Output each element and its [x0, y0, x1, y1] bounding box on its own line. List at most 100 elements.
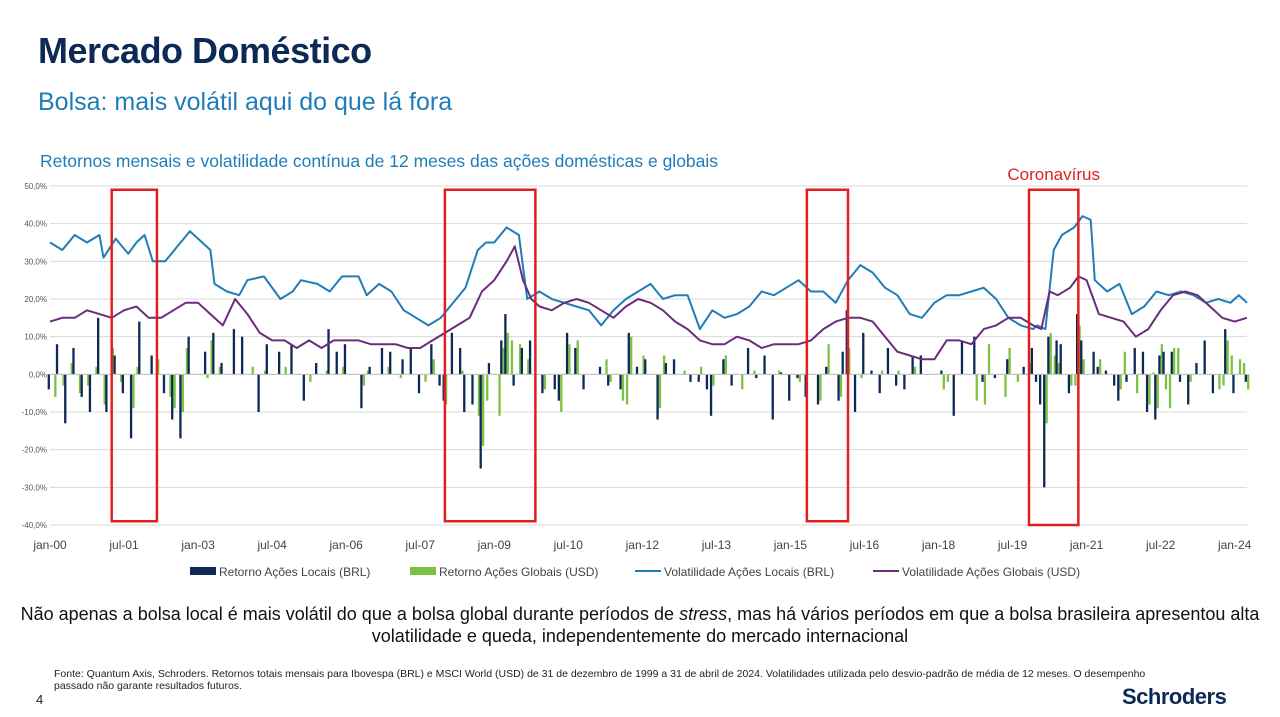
global-return-bar — [942, 374, 945, 390]
global-return-bar — [683, 370, 686, 375]
global-return-bar — [325, 370, 328, 375]
global-return-bar — [218, 366, 221, 375]
global-return-bar — [983, 374, 987, 405]
global-volatility-line — [49, 245, 1248, 361]
global-return-bar — [1123, 351, 1126, 375]
x-tick-label: jul-10 — [553, 538, 584, 552]
local-return-bar — [973, 336, 976, 375]
coronavirus-annotation: Coronavírus — [1007, 165, 1100, 184]
local-return-bar — [574, 347, 577, 375]
global-return-bar — [432, 359, 435, 375]
legend-swatch — [190, 567, 216, 575]
global-return-bar — [625, 374, 629, 405]
global-return-bar — [1049, 332, 1052, 375]
local-return-bar — [952, 374, 955, 416]
global-return-bar — [576, 340, 579, 375]
local-return-bar — [240, 336, 244, 375]
y-tick-label: -20,0% — [22, 446, 47, 455]
footnote-emphasis: stress — [679, 604, 728, 624]
legend-label: Retorno Ações Locais (BRL) — [219, 565, 370, 579]
local-return-bar — [278, 351, 281, 375]
global-return-bar — [366, 370, 370, 375]
global-return-bar — [798, 374, 801, 382]
local-return-bar — [644, 359, 647, 375]
global-return-bar — [543, 374, 546, 390]
local-return-bar — [1125, 374, 1128, 382]
local-return-bar — [401, 359, 404, 375]
global-return-bar — [461, 370, 464, 375]
y-tick-label: -40,0% — [22, 521, 47, 530]
x-tick-label: jan-00 — [32, 538, 67, 552]
global-return-bar — [712, 374, 715, 386]
local-return-bar — [72, 347, 75, 375]
y-tick-label: -10,0% — [22, 408, 47, 417]
local-return-bar — [919, 355, 922, 375]
global-return-bar — [609, 374, 612, 382]
global-return-bar — [778, 370, 781, 375]
global-return-bar — [210, 340, 213, 375]
local-return-bar — [113, 355, 116, 375]
global-return-bar — [206, 374, 209, 379]
local-return-bar — [179, 374, 182, 439]
global-return-bar — [169, 374, 172, 397]
global-return-bar — [621, 374, 625, 401]
local-return-bar — [80, 374, 83, 397]
global-return-bar — [95, 366, 98, 375]
local-return-bar — [1133, 347, 1136, 375]
local-return-bar — [672, 359, 676, 375]
global-return-bar — [309, 374, 312, 382]
global-return-bar — [506, 332, 509, 375]
local-return-bar — [187, 336, 190, 375]
local-return-bar — [257, 374, 260, 412]
global-return-bar — [78, 374, 82, 394]
highlight-box — [1027, 188, 1080, 527]
x-tick-label: jul-16 — [849, 538, 880, 552]
local-return-bar — [1224, 329, 1227, 375]
highlight-box — [110, 188, 159, 523]
global-return-bar — [975, 374, 978, 401]
global-return-bar — [741, 374, 744, 390]
local-return-bar — [1034, 374, 1038, 382]
local-return-bar — [438, 374, 441, 386]
global-return-bar — [1135, 374, 1139, 394]
local-return-bar — [1162, 351, 1165, 375]
local-return-bar — [763, 355, 766, 375]
local-return-bar — [1203, 340, 1206, 375]
local-return-bar — [903, 374, 906, 390]
local-return-bar — [771, 374, 774, 420]
local-return-bar — [1117, 374, 1120, 401]
local-return-bar — [520, 347, 523, 375]
x-tick-label: jul-22 — [1145, 538, 1176, 552]
local-return-bar — [1244, 374, 1247, 382]
x-tick-label: jul-07 — [405, 538, 436, 552]
local-return-bar — [380, 347, 384, 375]
global-return-bar — [1173, 347, 1176, 375]
local-return-bar — [265, 344, 268, 375]
y-tick-label: 50,0% — [24, 182, 47, 191]
local-return-bar — [1154, 374, 1157, 420]
local-return-bar — [697, 374, 700, 382]
global-return-bar — [527, 359, 530, 375]
local-return-bar — [47, 374, 50, 390]
global-return-bar — [1098, 359, 1102, 375]
local-return-bar — [557, 374, 561, 401]
global-return-bar — [502, 347, 505, 375]
local-return-bar — [960, 340, 964, 375]
footnote: Não apenas a bolsa local é mais volátil … — [0, 603, 1280, 647]
local-return-bar — [689, 374, 692, 382]
local-return-bar — [886, 347, 890, 375]
global-return-bar — [662, 355, 666, 375]
global-return-bar — [1222, 374, 1225, 386]
global-return-bar — [1070, 374, 1073, 386]
global-return-bar — [1045, 374, 1048, 424]
local-return-bar — [55, 344, 59, 375]
highlight-box — [443, 188, 537, 523]
local-return-bar — [730, 374, 733, 386]
local-return-bar — [755, 374, 758, 379]
local-return-bar — [1059, 344, 1062, 375]
local-return-bar — [409, 347, 412, 375]
global-return-bar — [1152, 372, 1155, 375]
global-return-bar — [560, 374, 563, 412]
global-return-bar — [136, 366, 139, 375]
y-tick-label: 0,0% — [29, 370, 47, 379]
